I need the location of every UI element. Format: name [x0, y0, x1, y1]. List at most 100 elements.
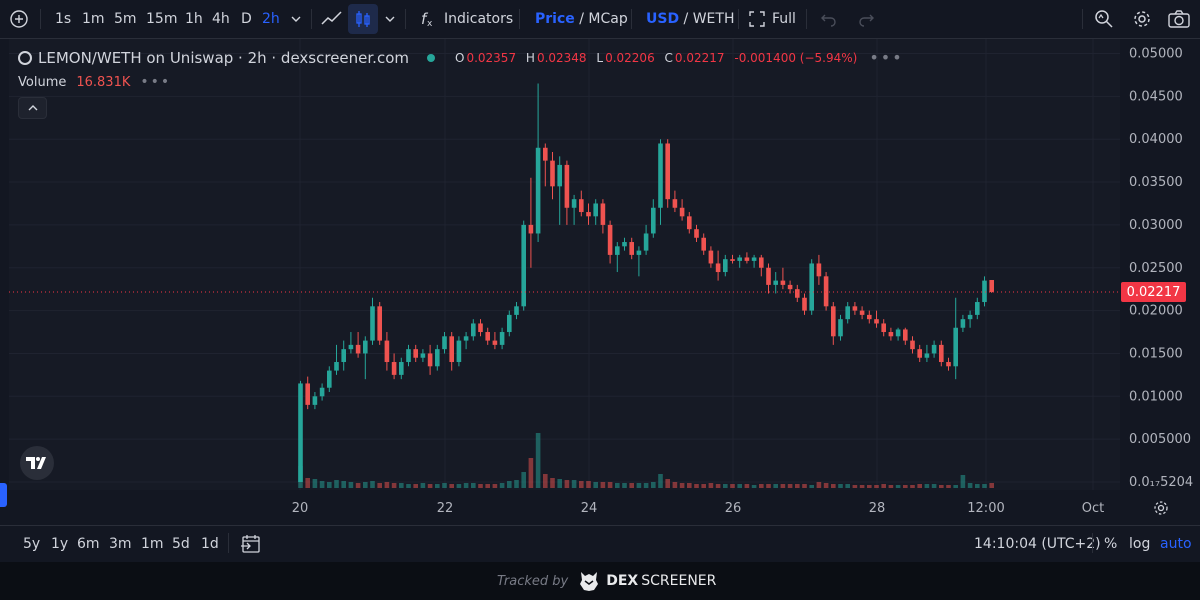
range-6m[interactable]: 6m	[77, 535, 100, 552]
low-value: 0.02206	[605, 50, 655, 65]
volume-bar	[406, 484, 411, 488]
candle-body	[499, 332, 505, 345]
candle-body	[456, 340, 462, 363]
price-chart[interactable]	[9, 39, 1120, 490]
undo-button[interactable]	[820, 0, 838, 38]
fullscreen-icon	[749, 11, 765, 27]
volume-bar	[528, 458, 534, 488]
chart-type-candles-button[interactable]	[348, 4, 378, 34]
volume-bar	[924, 484, 930, 488]
interval-4h[interactable]: 4h	[212, 11, 230, 27]
volume-bar	[355, 483, 361, 488]
add-symbol-button[interactable]	[9, 0, 29, 38]
axis-settings-button[interactable]	[1121, 490, 1200, 525]
footer: Tracked by DEX SCREENER	[0, 562, 1200, 600]
volume-bar	[953, 485, 958, 488]
current-price-tag: 0.02217	[1121, 282, 1186, 302]
price-mcap-toggle[interactable]: Price / MCap	[535, 0, 628, 38]
fullscreen-button[interactable]: Full	[749, 0, 796, 38]
volume-bar	[960, 475, 966, 488]
candle-body	[377, 306, 382, 341]
candle-body	[348, 344, 354, 350]
slash-separator: /	[679, 11, 693, 27]
volume-bar	[622, 483, 627, 488]
interval-1s[interactable]: 1s	[55, 11, 72, 27]
auto-scale-toggle[interactable]: auto	[1160, 535, 1192, 552]
range-5y[interactable]: 5y	[23, 535, 41, 552]
currency-toggle[interactable]: USD / WETH	[646, 0, 734, 38]
drawing-panel-toggle[interactable]	[0, 483, 7, 507]
range-1d[interactable]: 1d	[201, 535, 219, 552]
price-axis[interactable]: 0.05000 0.04500 0.04000 0.03500 0.03000 0.025…	[1121, 39, 1200, 490]
time-axis-labels: 20 22 24 26 28 12:00 Oct	[292, 501, 1105, 516]
volume-bar	[701, 484, 706, 488]
time-tick-label: 26	[725, 501, 742, 516]
interval-dropdown[interactable]	[290, 0, 302, 38]
settings-button[interactable]	[1132, 0, 1152, 38]
volume-bar	[679, 483, 685, 488]
percent-scale-toggle[interactable]: %	[1104, 535, 1118, 552]
volume-bar	[629, 483, 634, 488]
range-3m[interactable]: 3m	[109, 535, 132, 552]
volume-legend: Volume 16.831K •••	[18, 74, 171, 90]
candle-body	[917, 349, 922, 358]
tracked-by-label: Tracked by	[497, 573, 569, 589]
volume-bar	[535, 433, 541, 488]
volume-more-icon[interactable]: •••	[140, 74, 172, 90]
interval-2h[interactable]: 2h	[262, 11, 280, 27]
chart-type-dropdown[interactable]	[384, 0, 396, 38]
interval-1h[interactable]: 1h	[185, 11, 203, 27]
quick-search-button[interactable]	[1094, 0, 1114, 38]
mcap-option: MCap	[588, 11, 628, 27]
calendar-arrow-icon	[241, 534, 260, 553]
redo-icon	[859, 14, 874, 27]
chevron-down-icon	[291, 16, 301, 22]
time-axis[interactable]: 20 22 24 26 28 12:00 Oct	[9, 490, 1120, 525]
candle-body	[802, 297, 807, 311]
legend-more-icon[interactable]: •••	[869, 48, 904, 67]
volume-bar	[687, 483, 692, 488]
range-5d[interactable]: 5d	[172, 535, 190, 552]
volume-bar	[672, 482, 678, 488]
candle-body	[399, 362, 404, 375]
tradingview-logo[interactable]	[20, 446, 54, 480]
collapse-legend-button[interactable]	[18, 97, 47, 119]
volume-bar	[312, 479, 318, 488]
tracked-by-brand[interactable]: Tracked by DEX SCREENER	[497, 562, 716, 600]
undo-icon	[821, 14, 836, 27]
volume-bar	[651, 482, 656, 488]
market-open-dot	[427, 53, 435, 62]
log-scale-toggle[interactable]: log	[1129, 535, 1151, 552]
candle-body	[679, 207, 685, 217]
range-1y[interactable]: 1y	[51, 535, 69, 552]
candle-body	[305, 383, 310, 405]
low-key: L	[596, 50, 604, 65]
candle-body	[780, 280, 786, 285]
candle-body	[535, 147, 541, 234]
volume-bar	[471, 483, 476, 488]
screenshot-button[interactable]	[1168, 0, 1190, 38]
svg-text:f: f	[421, 10, 429, 28]
interval-15m[interactable]: 15m	[146, 11, 178, 27]
toolbar-divider	[806, 9, 807, 29]
go-to-date-button[interactable]	[240, 525, 262, 562]
volume-bar	[550, 478, 555, 488]
volume-bar	[715, 484, 721, 488]
volume-bar	[917, 484, 922, 488]
clock-timezone[interactable]: 14:10:04 (UTC+2)	[974, 535, 1101, 552]
price-axis-labels: 0.05000 0.04500 0.04000 0.03500 0.03000 0.025…	[1129, 47, 1193, 491]
price-tick-label: 0.03000	[1129, 218, 1183, 233]
range-1m[interactable]: 1m	[141, 535, 164, 552]
usd-option: USD	[646, 11, 680, 27]
chart-pane[interactable]	[9, 39, 1120, 490]
chart-type-line-button[interactable]	[320, 0, 344, 38]
volume-bar	[298, 466, 303, 488]
interval-d[interactable]: D	[241, 11, 252, 27]
redo-button[interactable]	[857, 0, 875, 38]
volume-bar	[975, 484, 980, 488]
interval-1m[interactable]: 1m	[82, 11, 105, 27]
interval-5m[interactable]: 5m	[114, 11, 137, 27]
